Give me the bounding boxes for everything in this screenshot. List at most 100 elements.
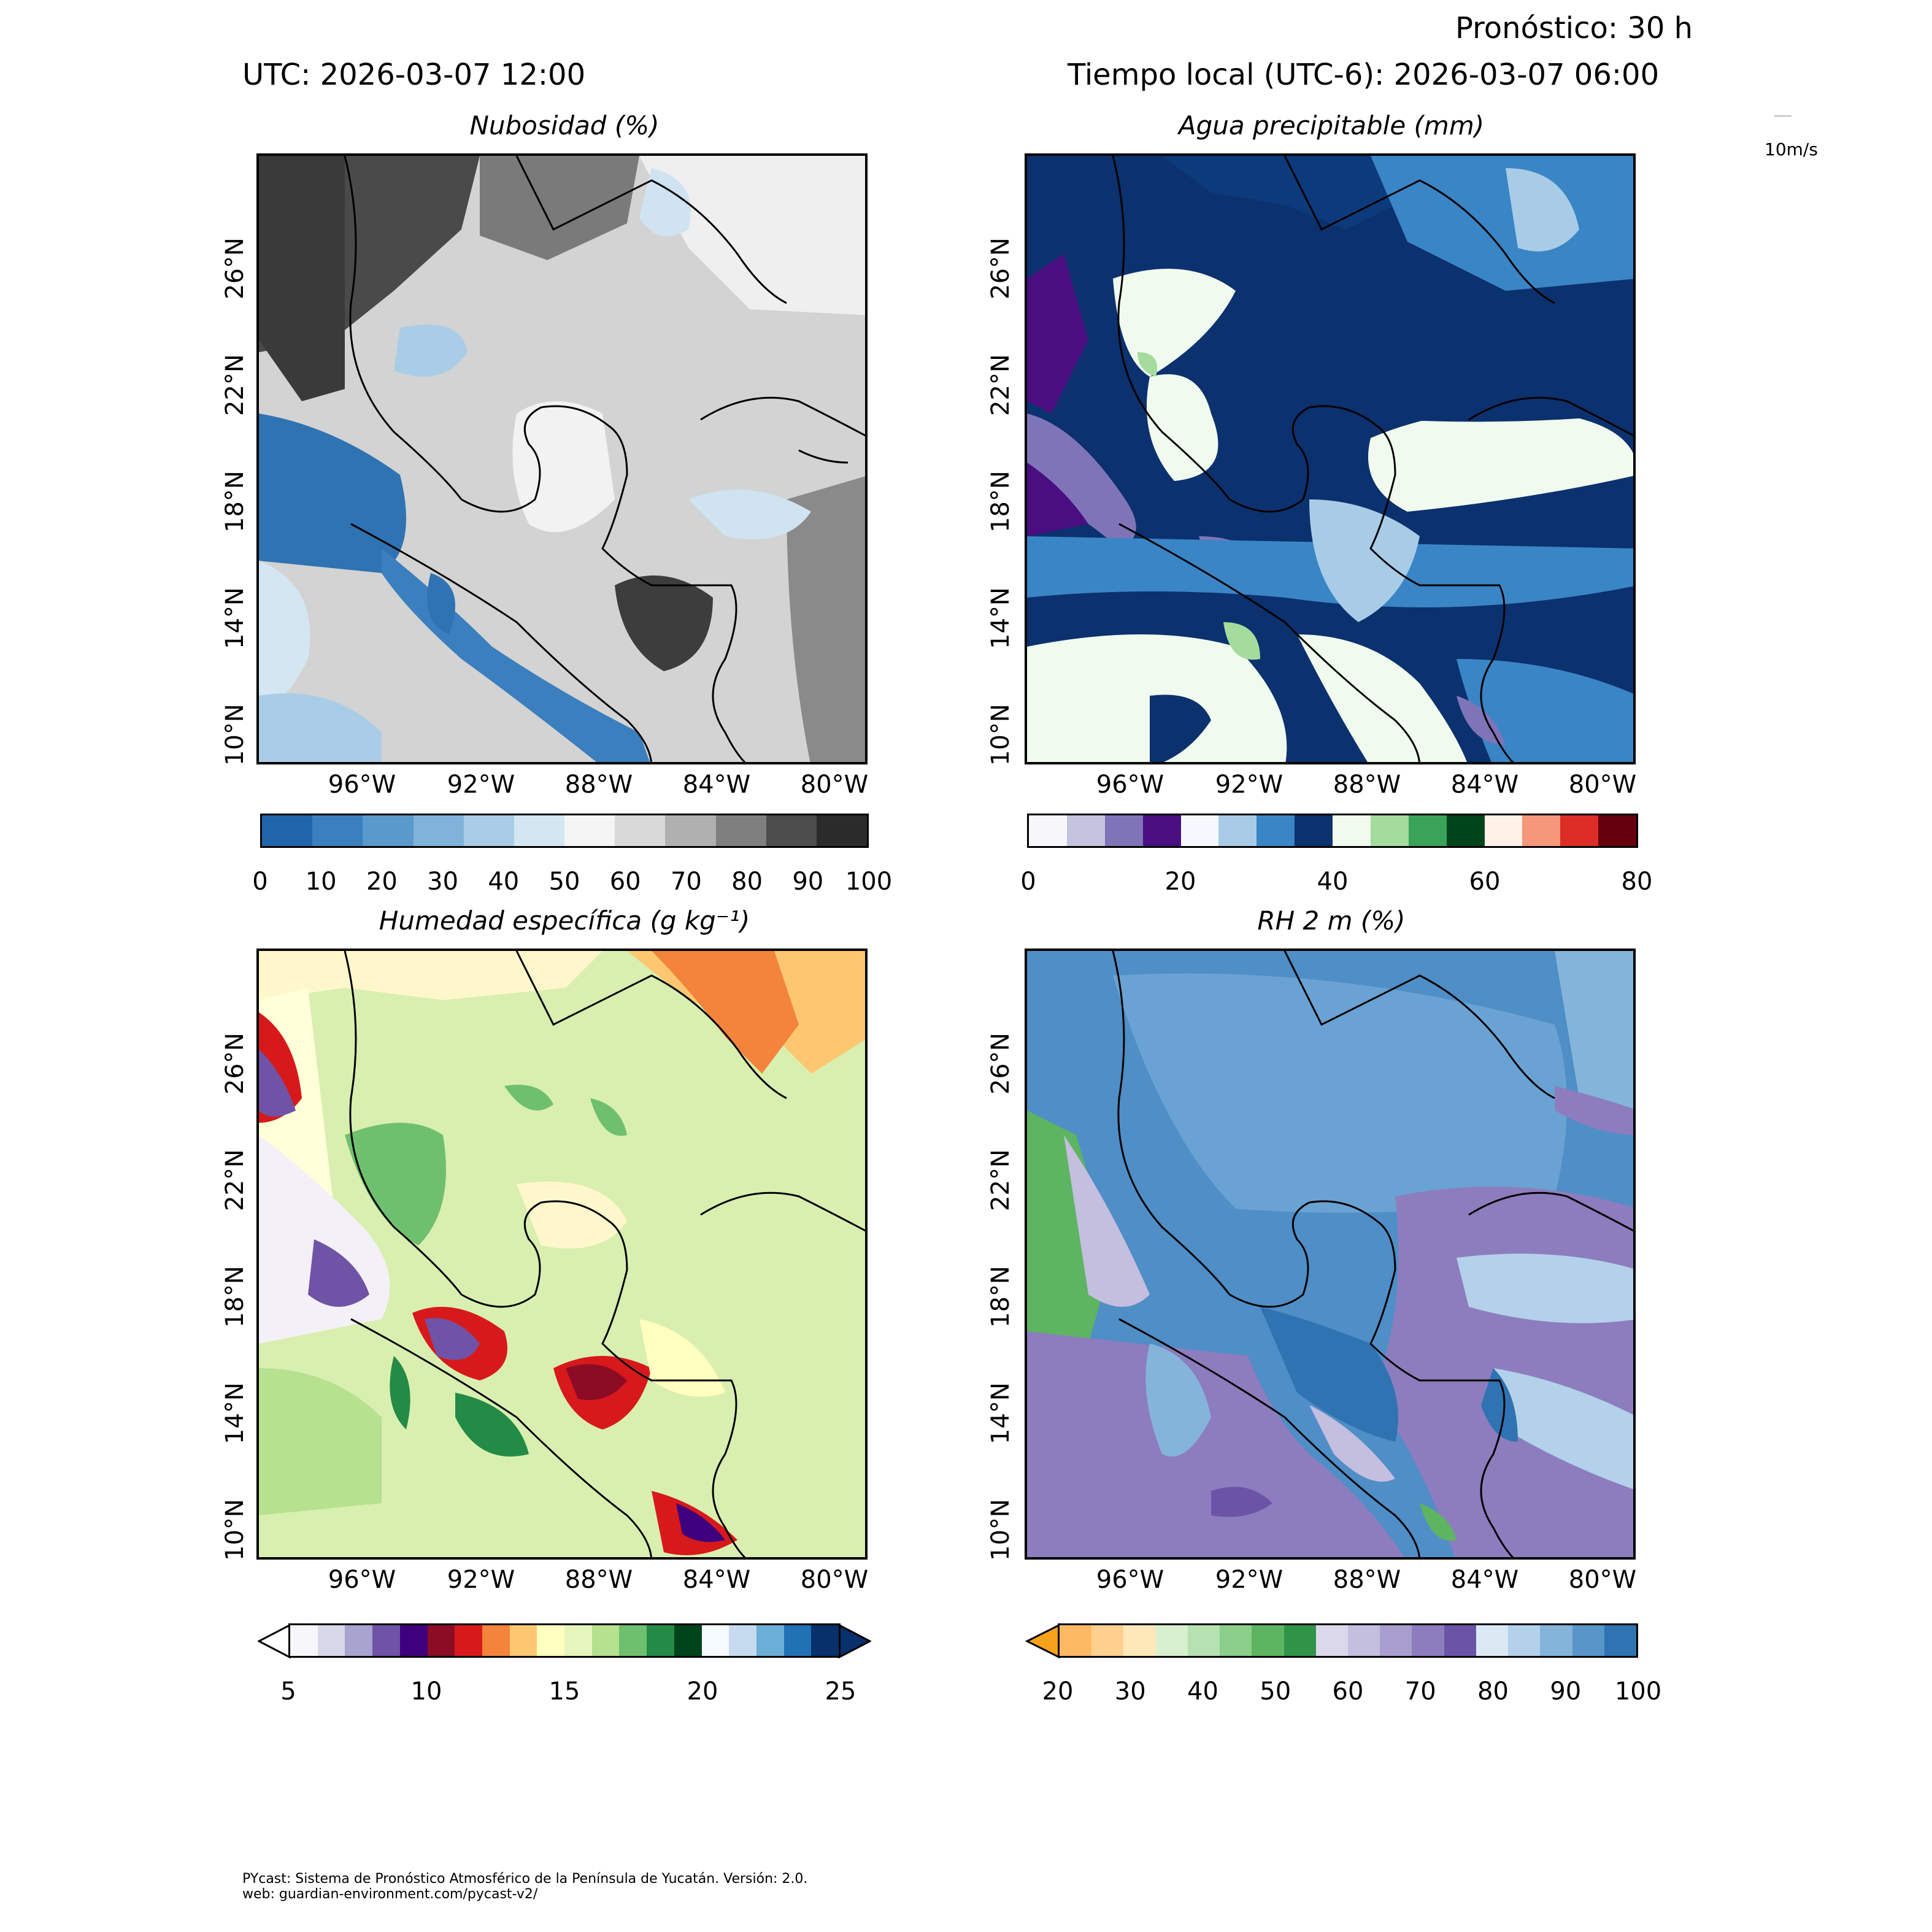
colorbar-tick-label: 0: [252, 868, 268, 896]
lat-label-10n: 10°N: [987, 1499, 1015, 1561]
colorbar-swatch: [1123, 1625, 1156, 1656]
lat-label-18n: 18°N: [987, 1266, 1015, 1328]
colorbar-swatch: [1220, 1625, 1252, 1656]
colorbar-swatch: [715, 815, 766, 846]
colorbar-swatch: [615, 815, 666, 846]
map-agua-precipitable: [1025, 153, 1636, 764]
colorbar-tick-label: 20: [366, 868, 398, 896]
lat-label-10n: 10°N: [221, 704, 249, 766]
lon-label-88w: 88°W: [564, 771, 633, 799]
colorbar-tick-label: 60: [1332, 1677, 1364, 1706]
colorbar-swatch: [1380, 1625, 1412, 1656]
colorbar-swatch: [1560, 815, 1599, 846]
colorbar-swatch: [482, 1625, 510, 1656]
colorbar-swatch: [537, 1625, 565, 1656]
colorbar-swatch: [756, 1625, 784, 1656]
lat-label-14n: 14°N: [221, 1382, 249, 1444]
map-rh-2m: [1025, 949, 1636, 1560]
colorbar-swatch: [1029, 815, 1067, 846]
colorbar-swatch: [591, 1625, 620, 1656]
colorbar-swatch: [427, 1625, 455, 1656]
wind-scale-label: 10m/s: [1765, 139, 1818, 160]
colorbar-tick-label: 50: [548, 868, 580, 896]
map-nubosidad: [256, 153, 868, 764]
lat-label-26n: 26°N: [221, 237, 249, 299]
lon-label-88w: 88°W: [1333, 771, 1401, 799]
colorbar-swatch: [1091, 1625, 1124, 1656]
colorbar-swatch: [1180, 815, 1219, 846]
lat-label-18n: 18°N: [221, 1266, 249, 1328]
colorbar-tick-label: 30: [1114, 1677, 1146, 1706]
colorbar-swatch: [1252, 1625, 1284, 1656]
colorbar-swatch: [290, 1625, 318, 1656]
lat-label-14n: 14°N: [221, 587, 249, 649]
footer-line-2: web: guardian-environment.com/pycast-v2/: [242, 1887, 538, 1903]
colorbar-agua: [1027, 814, 1638, 848]
colorbar-swatch: [1444, 1625, 1476, 1656]
colorbar-tick-label: 0: [1020, 868, 1036, 896]
colorbar-swatch: [1187, 1625, 1220, 1656]
lon-label-96w: 96°W: [1096, 771, 1164, 799]
colorbar-tick-label: 80: [1477, 1677, 1509, 1706]
utc-time: UTC: 2026-03-07 12:00: [242, 58, 586, 92]
colorbar-swatch: [1066, 815, 1105, 846]
colorbar-swatch: [413, 815, 464, 846]
colorbar-tick-label: 90: [792, 868, 824, 896]
colorbar-swatch: [1572, 1625, 1604, 1656]
lat-label-22n: 22°N: [987, 354, 1015, 416]
forecast-hour: Pronóstico: 30 h: [1455, 11, 1693, 45]
colorbar-tick-label: 80: [731, 868, 763, 896]
colorbar-swatch: [514, 815, 565, 846]
colorbar-nubosidad: [260, 814, 869, 848]
colorbar-tick-label: 20: [1164, 868, 1196, 896]
colorbar-swatch: [665, 815, 716, 846]
colorbar-swatch: [1218, 815, 1257, 846]
colorbar-rh: [1058, 1623, 1638, 1658]
colorbar-swatch: [729, 1625, 756, 1656]
colorbar-swatch: [463, 815, 514, 846]
colorbar-swatch: [1104, 815, 1143, 846]
colorbar-swatch: [647, 1625, 674, 1656]
colorbar-swatch: [455, 1625, 482, 1656]
lon-label-96w: 96°W: [1096, 1566, 1164, 1594]
colorbar-tick-label: 20: [1042, 1677, 1074, 1706]
lon-label-88w: 88°W: [564, 1566, 633, 1594]
colorbar-tick-label: 20: [687, 1677, 718, 1706]
lat-label-14n: 14°N: [987, 1382, 1015, 1444]
colorbar-swatch: [1142, 815, 1181, 846]
colorbar-swatch: [619, 1625, 647, 1656]
colorbar-tick-label: 40: [1317, 868, 1349, 896]
panel-title-nubosidad: Nubosidad (%): [469, 110, 660, 140]
colorbar-swatch: [1347, 1625, 1380, 1656]
colorbar-swatch: [317, 1625, 345, 1656]
colorbar-swatch: [816, 815, 868, 846]
colorbar-humedad: [288, 1623, 841, 1658]
colorbar-swatch: [1284, 1625, 1316, 1656]
colorbar-swatch: [1315, 1625, 1348, 1656]
colorbar-tick-label: 60: [609, 868, 641, 896]
lat-label-26n: 26°N: [221, 1033, 249, 1095]
colorbar-tick-label: 70: [670, 868, 702, 896]
colorbar-swatch: [1598, 815, 1636, 846]
lon-label-92w: 92°W: [1215, 1566, 1284, 1594]
colorbar-swatch: [1060, 1625, 1092, 1656]
colorbar-tick-label: 50: [1260, 1677, 1291, 1706]
lon-label-80w: 80°W: [1568, 1566, 1637, 1594]
colorbar-swatch: [1295, 815, 1333, 846]
colorbar-tick-label: 100: [845, 868, 893, 896]
colorbar-swatch: [1522, 815, 1561, 846]
colorbar-swatch: [1604, 1625, 1636, 1656]
lon-label-84w: 84°W: [1450, 771, 1519, 799]
lon-label-84w: 84°W: [682, 1566, 751, 1594]
lat-label-10n: 10°N: [987, 704, 1015, 766]
lon-label-88w: 88°W: [1333, 1566, 1401, 1594]
colorbar-swatch: [701, 1625, 729, 1656]
colorbar-rh-extend-arrow: [1025, 1623, 1060, 1659]
colorbar-swatch: [783, 1625, 812, 1656]
colorbar-swatch: [312, 815, 363, 846]
lat-label-18n: 18°N: [221, 471, 249, 533]
colorbar-swatch: [1540, 1625, 1572, 1656]
colorbar-tick-label: 70: [1404, 1677, 1436, 1706]
panel-title-humedad: Humedad específica (g kg⁻¹): [379, 906, 750, 936]
wind-scale-arrow-icon: [1774, 115, 1792, 117]
